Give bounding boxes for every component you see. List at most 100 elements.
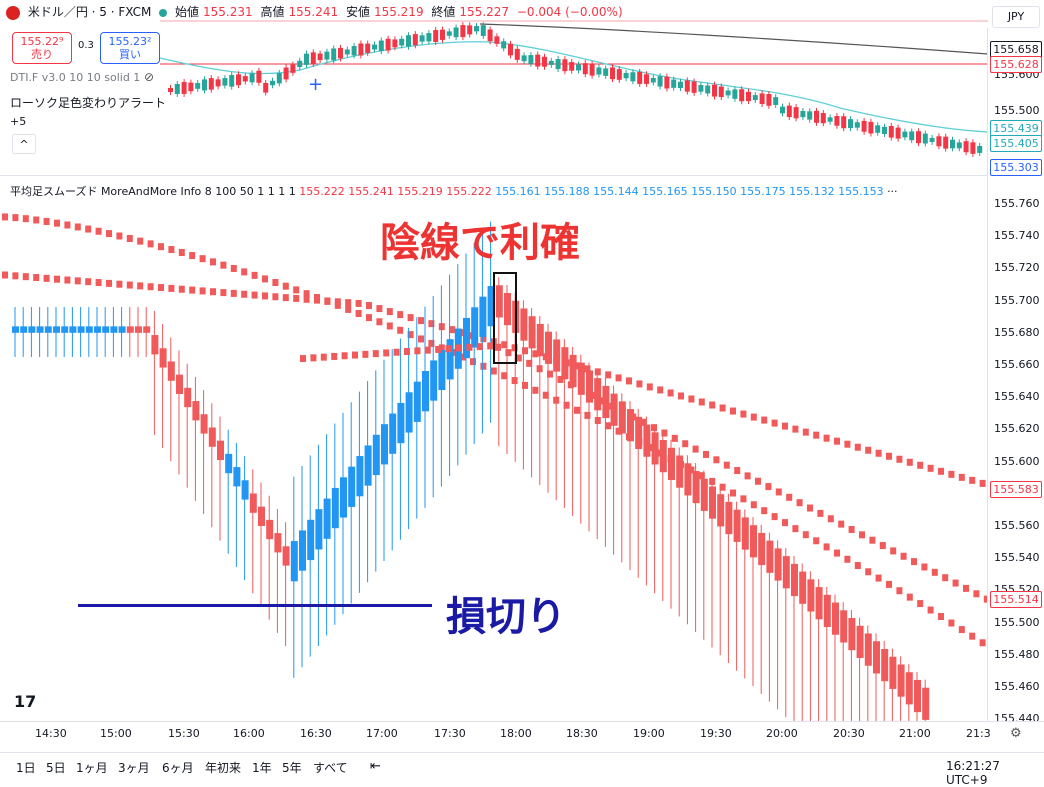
ma-mid: [574, 362, 580, 370]
dti-indicator-label[interactable]: DTI.F v3.0 10 10 solid 1: [10, 71, 141, 84]
candle: [344, 49, 350, 55]
candle: [895, 127, 901, 139]
ma-slow: [917, 600, 924, 608]
ma-mid: [366, 302, 372, 310]
legend-more[interactable]: ···: [887, 185, 898, 198]
ma-fast-blue: [466, 343, 473, 351]
ma-mid: [147, 283, 154, 291]
time-tick: 16:00: [233, 727, 265, 740]
collapse-legend-button[interactable]: ^: [12, 134, 36, 154]
buy-price: 155.23²: [108, 35, 152, 48]
date-range-icon[interactable]: ⇤: [370, 759, 381, 774]
more-indicators[interactable]: +5: [10, 115, 27, 128]
range-button[interactable]: すべて: [313, 761, 348, 775]
lower-price-axis[interactable]: 155.760 155.740 155.720 155.700 155.680 155.6…: [987, 176, 1044, 725]
candle: [467, 25, 473, 35]
upper-price-axis[interactable]: 155.600 155.500 155.658 155.628 155.439 155.4…: [987, 28, 1044, 176]
exit-candle-highlight: [493, 272, 517, 364]
ma-mid: [199, 287, 206, 295]
range-button[interactable]: 5日: [46, 761, 66, 775]
ma-fast-blue: [487, 342, 494, 350]
ma-fast: [567, 381, 574, 389]
time-tick: 18:30: [566, 727, 598, 740]
candle: [548, 60, 554, 65]
ma-fast: [765, 483, 772, 491]
ma-slow: [542, 391, 549, 399]
ma-fast-blue: [372, 350, 379, 358]
sell-button[interactable]: 155.22⁹ 売り: [12, 32, 72, 64]
alert-indicator-label[interactable]: ローソク足色変わりアラート: [10, 96, 167, 110]
time-axis[interactable]: 14:30 15:00 15:30 16:00 16:30 17:00 17:30 18:00…: [0, 721, 1044, 746]
ma-mid: [106, 279, 112, 287]
range-button[interactable]: 3ヶ月: [118, 761, 150, 775]
ma-mid: [22, 273, 29, 281]
candle: [480, 25, 486, 36]
ma-slow: [574, 406, 580, 414]
ha-candle: [635, 416, 643, 450]
ma-fast: [931, 568, 938, 576]
ha-candle: [389, 413, 397, 454]
ha-candle: [176, 374, 183, 394]
candle: [725, 90, 731, 96]
ma-mid: [896, 455, 903, 463]
ha-candle: [331, 487, 339, 529]
candle: [603, 68, 609, 76]
sell-price: 155.22⁹: [20, 35, 64, 48]
ma-mid: [314, 296, 320, 304]
ma-slow: [480, 362, 487, 370]
pane-separator[interactable]: [0, 175, 988, 176]
range-button[interactable]: 1日: [16, 761, 36, 775]
buy-button[interactable]: 155.23² 買い: [100, 32, 160, 64]
price-tag: 155.658: [990, 41, 1042, 58]
candle: [664, 76, 670, 89]
range-button[interactable]: 1ヶ月: [76, 761, 108, 775]
ma-mid: [43, 274, 50, 282]
ma-mid: [761, 416, 768, 424]
price-tick: 155.500: [994, 104, 1040, 117]
ma-slow: [927, 606, 934, 614]
ma-slow: [85, 225, 92, 233]
ma-slow: [979, 639, 986, 647]
ma-slow: [511, 377, 518, 385]
ma-slow: [64, 221, 71, 229]
ma-slow: [126, 235, 133, 243]
range-button[interactable]: 6ヶ月: [162, 761, 194, 775]
time-tick: 14:30: [35, 727, 67, 740]
currency-selector[interactable]: JPY: [992, 6, 1040, 28]
range-button[interactable]: 5年: [282, 761, 302, 775]
range-button[interactable]: 年初来: [205, 761, 242, 775]
candle: [188, 82, 194, 92]
candle: [977, 145, 983, 153]
ha-candle: [659, 440, 667, 473]
ma-mid: [33, 274, 40, 282]
ha-candle: [126, 326, 134, 333]
heikin-ashi-chart[interactable]: [0, 176, 988, 721]
ma-fast: [983, 595, 988, 603]
ma-mid: [740, 410, 747, 418]
settings-icon[interactable]: ⚙: [1010, 726, 1022, 741]
high-label: 高値: [260, 5, 285, 19]
upper-candle-chart[interactable]: +: [0, 0, 988, 175]
ha-indicator-name[interactable]: 平均足スムーズド MoreAndMore Info 8 100 50 1 1 1…: [10, 185, 296, 198]
stop-loss-annotation: 損切り: [446, 594, 566, 640]
ma-mid: [730, 407, 736, 415]
legend-blue-value: 155.132: [789, 185, 839, 198]
ma-slow: [823, 543, 830, 551]
ha-candle: [651, 432, 659, 465]
symbol-title[interactable]: 米ドル／円 · 5 · FXCM: [27, 5, 152, 19]
range-button[interactable]: 1年: [252, 761, 272, 775]
ha-candle: [758, 532, 766, 566]
visibility-icon[interactable]: ⊘: [144, 70, 155, 84]
candle: [936, 136, 942, 147]
candle: [222, 78, 228, 86]
ma-mid: [522, 347, 528, 355]
ma-mid: [178, 285, 185, 293]
ha-candle: [307, 519, 315, 561]
ma-fast-blue: [435, 345, 442, 353]
ma-slow: [33, 216, 40, 224]
low-label: 安値: [345, 5, 370, 19]
ha-candle: [364, 445, 372, 486]
ma-fast: [661, 429, 668, 437]
ma-mid: [376, 305, 383, 313]
bottom-toolbar: ⇤ 16:21:27 UTC+9 1日 5日 1ヶ月 3ヶ月 6ヶ月 年初来 1年 5年 すべて: [0, 752, 1044, 787]
